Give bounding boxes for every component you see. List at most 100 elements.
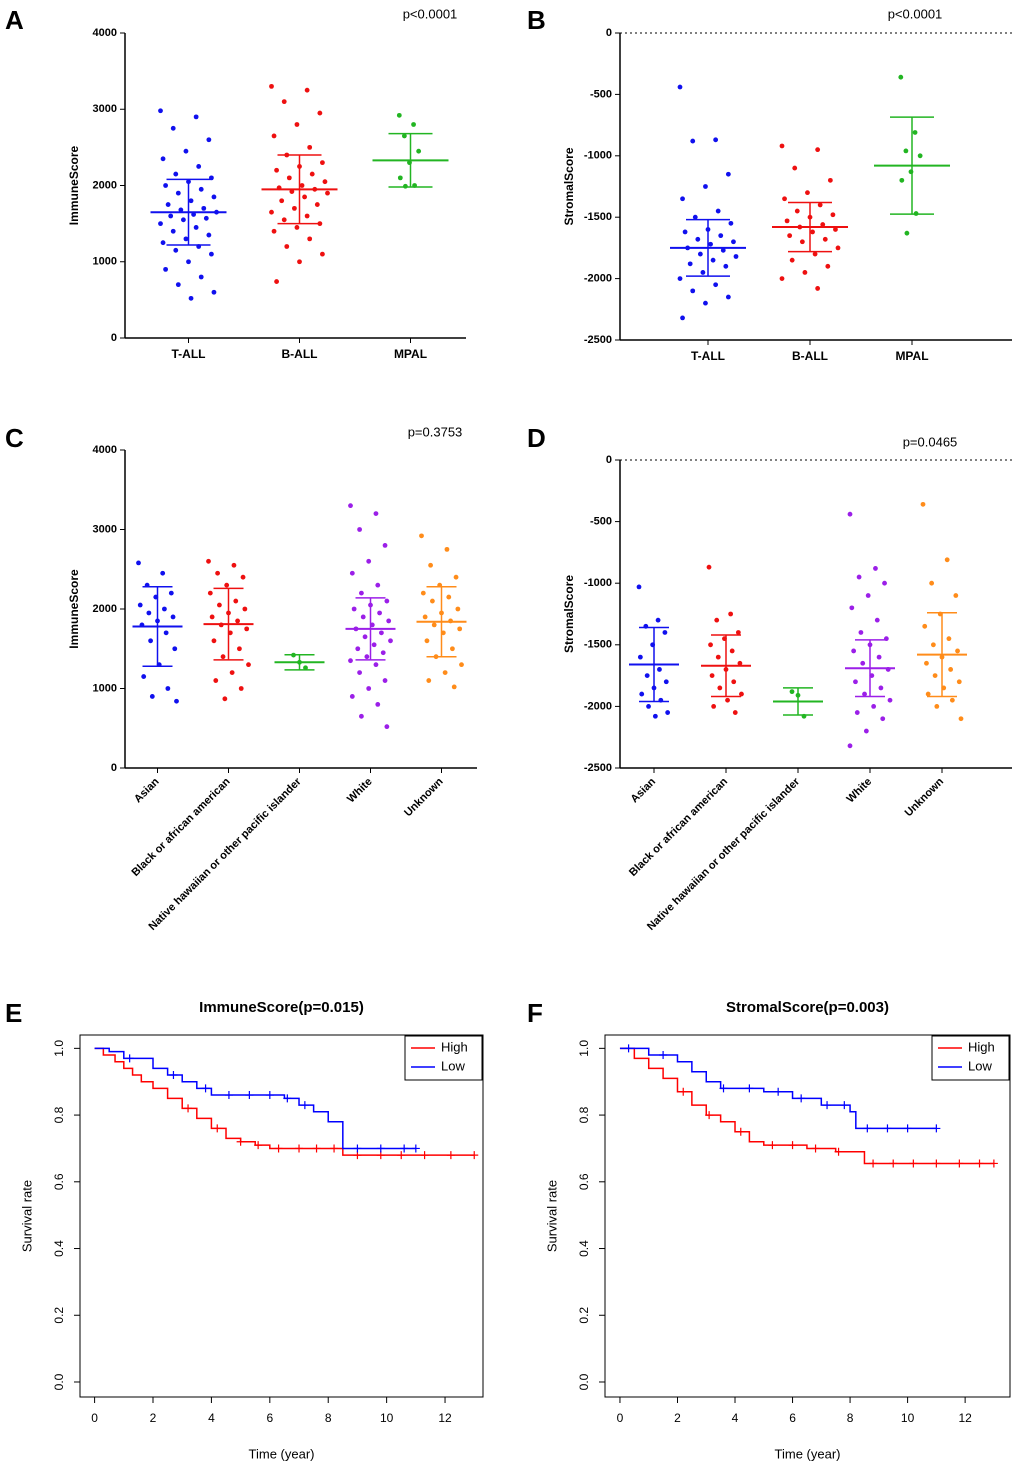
dot: [384, 724, 390, 730]
dot: [739, 691, 744, 697]
dot: [794, 208, 800, 214]
dot: [141, 674, 147, 679]
dot: [924, 660, 929, 666]
dot: [708, 241, 713, 247]
dot: [883, 636, 889, 642]
y-axis-label: StromalScore: [562, 147, 576, 225]
x-tick-label: 10: [380, 1411, 394, 1425]
dot: [274, 279, 279, 284]
x-tick-label: 2: [674, 1411, 681, 1425]
dot: [375, 702, 381, 707]
dot: [320, 160, 325, 166]
censor-mark: [989, 1159, 998, 1168]
dot: [168, 590, 174, 596]
y-tick-label: 1.0: [577, 1040, 591, 1057]
y-tick-label: 1000: [93, 256, 117, 268]
dot: [887, 697, 893, 703]
censor-mark: [283, 1094, 292, 1103]
censor-mark: [330, 1144, 339, 1153]
dot: [233, 598, 239, 604]
dot: [183, 236, 189, 242]
dot: [170, 125, 176, 131]
dot: [446, 594, 452, 600]
dot: [431, 622, 437, 628]
dot: [193, 225, 199, 230]
dot: [317, 110, 323, 116]
survival-curve: [619, 1047, 937, 1130]
dot: [825, 263, 831, 269]
dot: [188, 295, 194, 301]
dot: [231, 562, 237, 568]
dot: [912, 130, 918, 135]
dot: [944, 557, 950, 563]
dot: [163, 266, 168, 272]
x-tick-label: 4: [732, 1411, 739, 1425]
dot: [380, 650, 386, 656]
dot: [215, 570, 220, 576]
dot: [240, 574, 246, 580]
dot: [183, 148, 189, 154]
censor-mark: [300, 1101, 309, 1110]
dot: [359, 713, 364, 719]
censor-mark: [889, 1159, 898, 1168]
dot: [728, 611, 734, 617]
dot: [237, 646, 242, 652]
dot: [303, 665, 308, 671]
legend-box: [404, 1035, 483, 1081]
y-tick-label: 0.2: [577, 1307, 591, 1324]
x-tick-label: 8: [847, 1411, 854, 1425]
dot: [810, 229, 815, 235]
dot: [711, 704, 717, 709]
dot: [690, 288, 696, 294]
y-tick-label: 0: [111, 762, 117, 774]
censor-mark: [295, 1144, 304, 1153]
dot: [401, 133, 407, 139]
censor-mark: [823, 1101, 832, 1110]
dot: [873, 566, 878, 571]
dot: [279, 198, 285, 204]
dot: [637, 654, 643, 660]
y-tick-label: 1.0: [52, 1040, 66, 1057]
dot: [708, 642, 713, 648]
dot: [948, 667, 954, 672]
dot: [419, 533, 424, 539]
dot: [175, 282, 181, 288]
censor-mark: [376, 1151, 385, 1160]
censor-mark: [975, 1159, 984, 1168]
y-tick-label: 0.4: [52, 1240, 66, 1257]
dot: [442, 670, 448, 675]
dot: [455, 606, 461, 612]
dot: [713, 282, 719, 288]
dot: [366, 558, 372, 564]
dot: [186, 259, 191, 265]
censor-mark: [420, 1151, 429, 1160]
dot: [271, 133, 277, 139]
censor-mark: [254, 1141, 263, 1150]
y-tick-label: 0.4: [577, 1240, 591, 1257]
dot: [165, 686, 171, 691]
dot: [955, 648, 960, 654]
y-tick-label: 0: [111, 332, 117, 344]
dot: [835, 245, 841, 251]
y-tick-label: 0.8: [577, 1106, 591, 1123]
x-tick-label: T-ALL: [172, 347, 206, 361]
dot: [386, 618, 392, 624]
dot: [946, 636, 952, 642]
dot: [396, 112, 402, 118]
dot: [703, 184, 708, 189]
dot: [784, 218, 790, 224]
y-tick-label: 0: [606, 27, 612, 39]
dot: [307, 144, 313, 150]
x-axis-label: Time (year): [775, 1446, 841, 1461]
dot: [359, 590, 364, 596]
dot: [728, 220, 734, 226]
dot: [163, 183, 168, 188]
y-tick-label: 2000: [93, 179, 117, 191]
dot: [373, 511, 379, 516]
dot: [815, 286, 821, 291]
dot: [853, 679, 858, 685]
dot: [235, 618, 240, 624]
y-tick-label: -2500: [584, 762, 612, 774]
dot: [366, 686, 372, 691]
dot: [932, 673, 938, 678]
